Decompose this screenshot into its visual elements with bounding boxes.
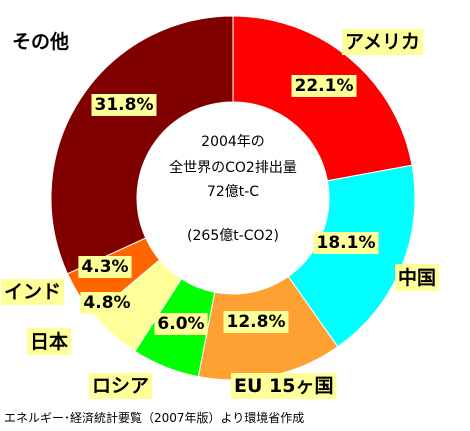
- svg-text:ロシア: ロシア: [92, 375, 149, 397]
- svg-text:22.1%: 22.1%: [295, 76, 354, 96]
- svg-text:31.8%: 31.8%: [95, 95, 154, 115]
- pct-label-0: 22.1%: [291, 75, 357, 97]
- center-text-line-1: 全世界のCO2排出量: [169, 159, 297, 176]
- category-label-3: ロシア: [89, 373, 153, 399]
- svg-text:4.3%: 4.3%: [81, 257, 128, 277]
- svg-text:4.8%: 4.8%: [83, 293, 130, 313]
- pct-label-6: 31.8%: [91, 94, 157, 116]
- svg-text:中国: 中国: [398, 266, 436, 289]
- pct-label-1: 18.1%: [313, 232, 379, 254]
- svg-text:アメリカ: アメリカ: [345, 31, 420, 53]
- svg-text:EU 15ヶ国: EU 15ヶ国: [234, 375, 333, 397]
- center-text-line-2: 72億t-C: [207, 184, 259, 200]
- category-label-4: 日本: [27, 328, 72, 355]
- pct-label-3: 6.0%: [154, 313, 208, 335]
- svg-text:インド: インド: [4, 281, 61, 303]
- category-label-0: アメリカ: [342, 29, 424, 55]
- svg-text:日本: 日本: [30, 330, 68, 353]
- category-label-2: EU 15ヶ国: [231, 373, 337, 399]
- svg-text:12.8%: 12.8%: [227, 312, 286, 332]
- pct-label-2: 12.8%: [223, 311, 289, 333]
- center-text-line-0: 2004年の: [201, 134, 265, 150]
- svg-text:その他: その他: [12, 30, 69, 53]
- center-text-line-3: (265億t-CO2): [187, 228, 279, 244]
- svg-text:18.1%: 18.1%: [317, 233, 376, 253]
- slice-0: [232, 15, 413, 182]
- pct-label-5: 4.3%: [78, 256, 132, 278]
- slice-6: [50, 15, 234, 275]
- pct-label-4: 4.8%: [80, 292, 134, 314]
- category-label-5: インド: [1, 279, 65, 305]
- svg-text:6.0%: 6.0%: [157, 314, 204, 334]
- source-note: エネルギー･経済統計要覧（2007年版）より環境省作成: [4, 411, 305, 425]
- category-label-1: 中国: [395, 264, 440, 291]
- category-label-6: その他: [12, 30, 69, 53]
- slice-1: [287, 164, 416, 348]
